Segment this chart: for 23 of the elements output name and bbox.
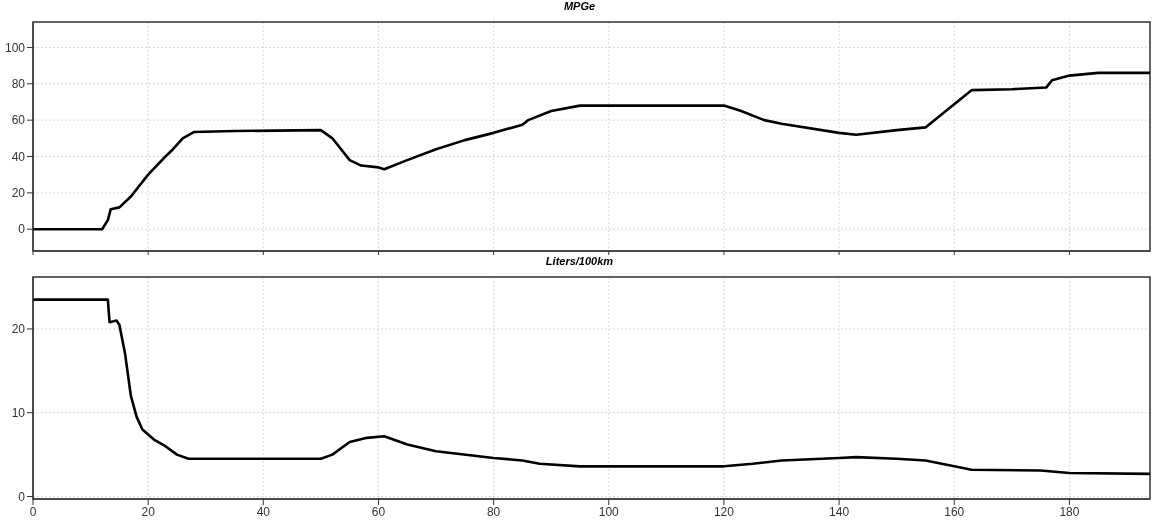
x-tick-label: 0 [29,504,37,519]
y-tick-label: 0 [18,222,26,237]
line-series [33,71,1150,231]
x-tick-label: 160 [944,504,965,519]
line-series [33,298,1150,476]
y-tick-label: 40 [11,149,26,164]
y-tick-label: 80 [11,77,26,92]
x-tick-label: 120 [713,504,735,519]
y-tick-label: 20 [11,186,26,201]
x-tick-label: 100 [598,504,620,519]
y-tick-label: 0 [18,489,26,504]
x-tick-label: 80 [486,504,501,519]
y-tick-label: 10 [11,405,26,420]
chart-title: MPGe [562,0,597,12]
x-tick-label: 60 [371,504,386,519]
chart-title: Liters/100km [544,255,615,267]
x-tick-label: 40 [256,504,271,519]
x-tick-label: 140 [829,504,850,519]
y-tick-label: 60 [11,113,26,128]
x-tick-label: 180 [1059,504,1080,519]
y-tick-label: 20 [11,322,26,337]
x-tick-label: 20 [141,504,156,519]
y-tick-label: 100 [4,40,26,55]
